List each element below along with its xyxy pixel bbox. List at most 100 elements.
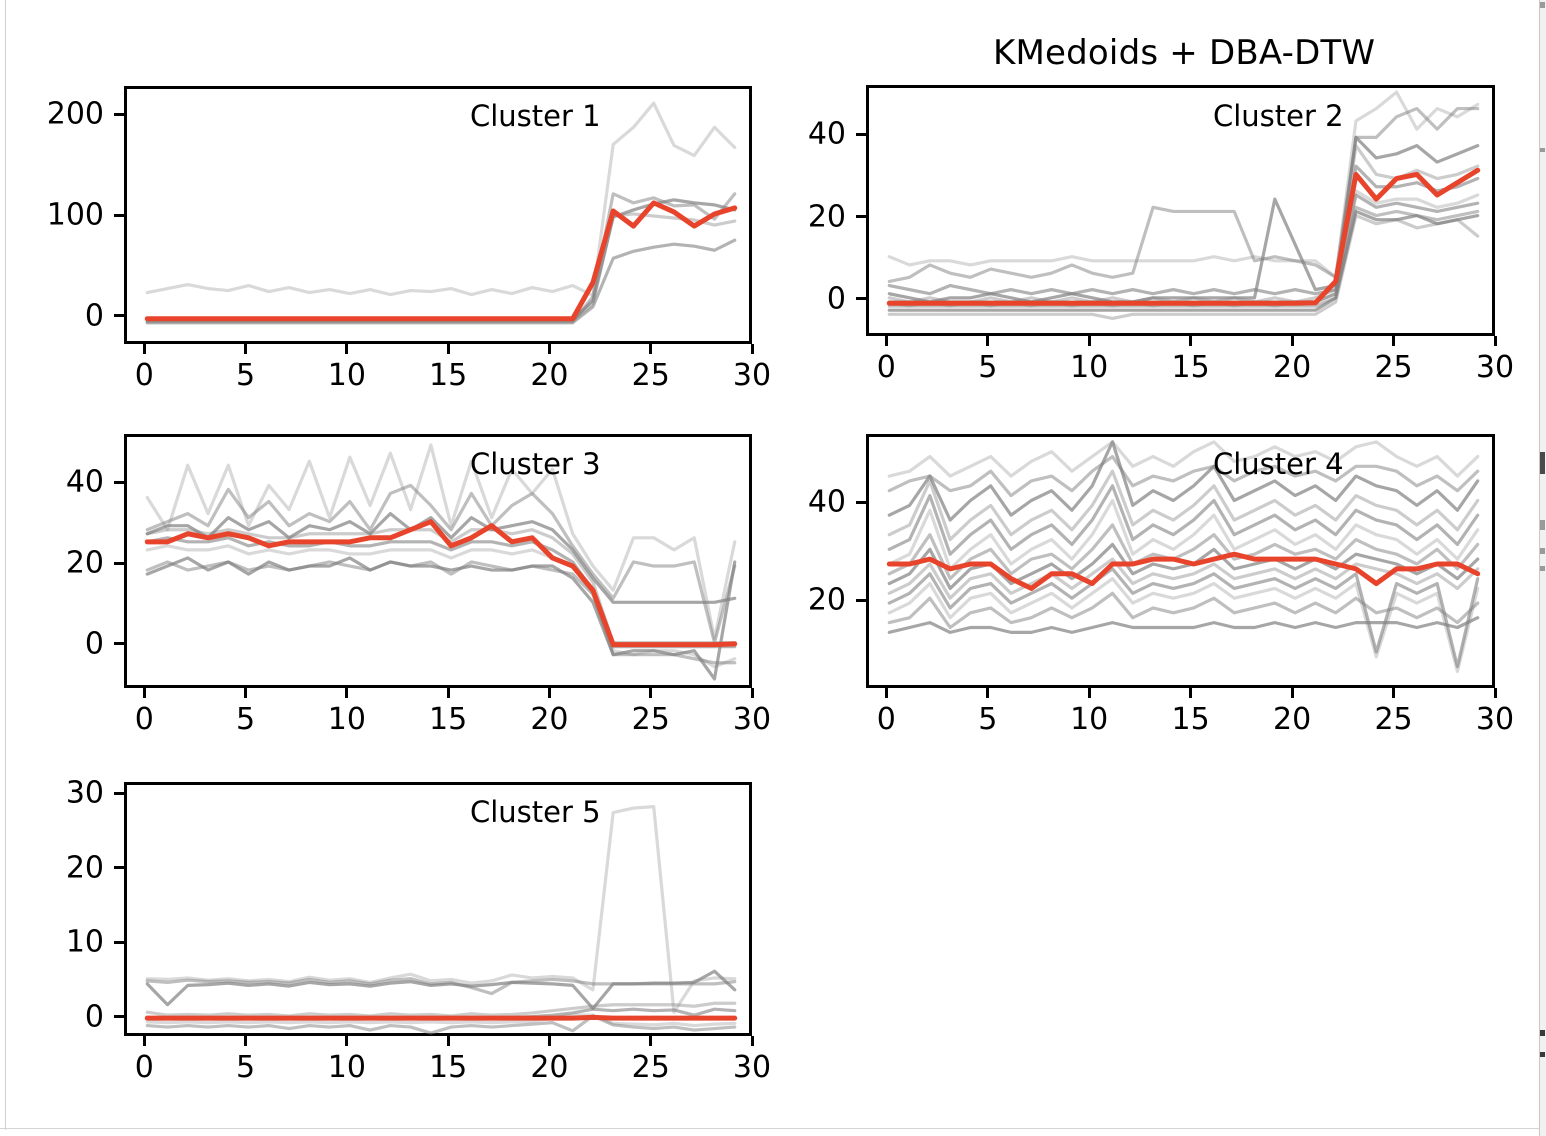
- xtick-label: 30: [732, 702, 772, 737]
- xtick-label: 15: [1171, 702, 1210, 737]
- xtick-label: 25: [631, 358, 670, 393]
- ytick-mark: [114, 940, 124, 944]
- xtick-label: 20: [1273, 350, 1312, 385]
- xtick-label: 20: [530, 702, 569, 737]
- xtick-label: 5: [236, 702, 256, 737]
- xtick-label: 10: [327, 1050, 366, 1085]
- ytick-mark: [114, 866, 124, 870]
- xtick-label: 20: [530, 1050, 569, 1085]
- xtick-label: 25: [1374, 702, 1413, 737]
- xtick-mark: [547, 1036, 551, 1046]
- xtick-label: 0: [134, 1050, 154, 1085]
- xtick-label: 5: [978, 702, 998, 737]
- ytick-label: 200: [46, 96, 104, 132]
- xtick-mark: [649, 344, 653, 354]
- xtick-mark: [547, 688, 551, 698]
- xtick-mark: [142, 1036, 146, 1046]
- xtick-mark: [1392, 336, 1396, 346]
- ytick-mark: [114, 213, 124, 217]
- ytick-label: 10: [65, 924, 104, 960]
- ytick-mark: [114, 314, 124, 318]
- xtick-mark: [345, 688, 349, 698]
- ytick-mark: [856, 215, 866, 219]
- ytick-label: 40: [65, 464, 104, 500]
- figure-title: KMedoids + DBA-DTW: [993, 33, 1376, 73]
- xtick-mark: [446, 1036, 450, 1046]
- xtick-mark: [446, 688, 450, 698]
- xtick-mark: [244, 688, 248, 698]
- ytick-label: 20: [65, 545, 104, 581]
- xtick-label: 5: [236, 1050, 256, 1085]
- ytick-mark: [114, 791, 124, 795]
- window-border-bottom: [0, 1128, 1540, 1129]
- xtick-label: 25: [631, 1050, 670, 1085]
- xtick-label: 25: [1374, 350, 1413, 385]
- ytick-label: 40: [807, 484, 846, 520]
- subplot-cluster-4: [866, 434, 1495, 688]
- xtick-label: 10: [327, 358, 366, 393]
- xtick-label: 20: [1273, 702, 1312, 737]
- ytick-label: 100: [46, 197, 104, 233]
- xtick-label: 15: [1171, 350, 1210, 385]
- cluster-label-2: Cluster 2: [1213, 99, 1344, 133]
- ytick-mark: [114, 1015, 124, 1019]
- xtick-mark: [750, 344, 754, 354]
- xtick-mark: [884, 336, 888, 346]
- xtick-mark: [1290, 688, 1294, 698]
- xtick-label: 20: [530, 358, 569, 393]
- window-scrollbar-strip[interactable]: [1540, 0, 1546, 1136]
- ytick-label: 20: [807, 582, 846, 618]
- ytick-mark: [114, 561, 124, 565]
- xtick-label: 10: [327, 702, 366, 737]
- xtick-label: 5: [236, 358, 256, 393]
- xtick-label: 10: [1070, 350, 1109, 385]
- xtick-label: 30: [732, 358, 772, 393]
- window-border-left: [5, 0, 6, 1130]
- ytick-label: 0: [84, 626, 104, 662]
- xtick-mark: [142, 344, 146, 354]
- xtick-label: 15: [429, 702, 468, 737]
- ytick-label: 20: [65, 850, 104, 886]
- cluster-label-1: Cluster 1: [470, 99, 601, 133]
- ytick-label: 30: [65, 775, 104, 811]
- ytick-mark: [114, 112, 124, 116]
- xtick-mark: [345, 1036, 349, 1046]
- xtick-label: 0: [876, 350, 896, 385]
- ytick-label: 40: [807, 116, 846, 152]
- xtick-mark: [1493, 336, 1497, 346]
- xtick-label: 15: [429, 358, 468, 393]
- xtick-mark: [547, 344, 551, 354]
- xtick-label: 30: [1475, 702, 1515, 737]
- cluster-label-4: Cluster 4: [1213, 447, 1344, 481]
- xtick-label: 30: [732, 1050, 772, 1085]
- subplot-cluster-2: [866, 85, 1495, 336]
- xtick-mark: [884, 688, 888, 698]
- xtick-label: 0: [876, 702, 896, 737]
- cluster-label-3: Cluster 3: [470, 447, 601, 481]
- xtick-mark: [1493, 688, 1497, 698]
- subplot-cluster-1: [124, 86, 752, 344]
- ytick-label: 0: [84, 298, 104, 334]
- xtick-mark: [142, 688, 146, 698]
- xtick-label: 15: [429, 1050, 468, 1085]
- xtick-mark: [649, 688, 653, 698]
- xtick-mark: [1087, 336, 1091, 346]
- xtick-mark: [986, 688, 990, 698]
- ytick-mark: [856, 132, 866, 136]
- xtick-label: 25: [631, 702, 670, 737]
- xtick-mark: [446, 344, 450, 354]
- xtick-mark: [986, 336, 990, 346]
- ytick-mark: [856, 598, 866, 602]
- window-border-right: [1539, 0, 1540, 1136]
- xtick-label: 10: [1070, 702, 1109, 737]
- ytick-label: 20: [807, 199, 846, 235]
- subplot-cluster-3: [124, 434, 752, 688]
- cluster-label-5: Cluster 5: [470, 795, 601, 829]
- xtick-mark: [244, 1036, 248, 1046]
- xtick-label: 0: [134, 358, 154, 393]
- xtick-label: 5: [978, 350, 998, 385]
- xtick-label: 0: [134, 702, 154, 737]
- ytick-mark: [114, 642, 124, 646]
- xtick-mark: [244, 344, 248, 354]
